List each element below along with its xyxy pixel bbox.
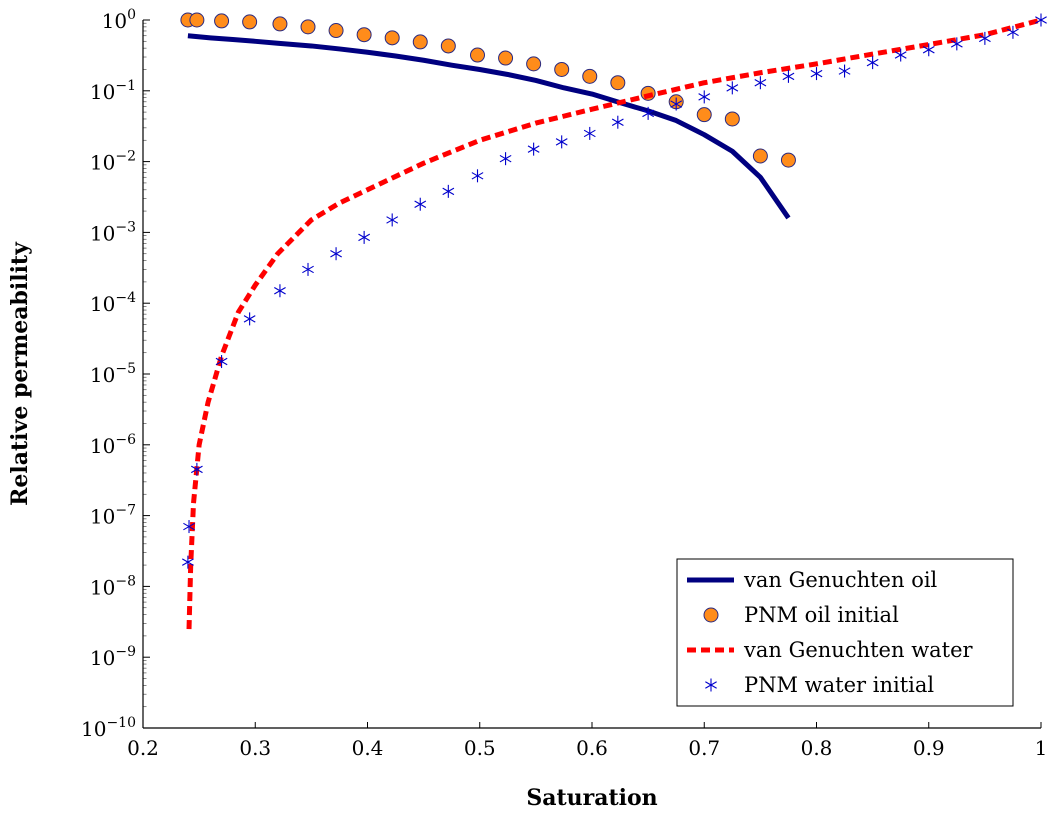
pnm-water-point xyxy=(670,97,683,111)
y-tick-label: 10−9 xyxy=(90,644,136,670)
pnm-oil-point xyxy=(752,148,768,164)
pnm-water-point xyxy=(555,135,568,149)
pnm-oil-point xyxy=(242,14,258,30)
y-tick-label: 10−5 xyxy=(90,361,136,387)
pnm-oil-point xyxy=(610,75,626,91)
pnm-water-point xyxy=(1007,25,1019,39)
pnm-water-point xyxy=(978,31,991,45)
pnm-water-point xyxy=(838,64,851,78)
series-line xyxy=(187,33,791,220)
pnm-water-point xyxy=(754,76,767,90)
legend-label: PNM oil initial xyxy=(744,603,899,627)
legend-label: PNM water initial xyxy=(744,673,934,697)
pnm-water-point xyxy=(866,56,879,70)
pnm-water-point xyxy=(330,247,342,261)
pnm-oil-point xyxy=(582,68,598,84)
y-tick-label: 10−10 xyxy=(81,715,136,741)
x-tick-label: 0.9 xyxy=(913,736,945,760)
pnm-water-point xyxy=(243,312,256,326)
pnm-water-point xyxy=(499,152,512,166)
y-tick-label: 100 xyxy=(102,7,136,33)
pnm-oil-point xyxy=(214,13,230,29)
x-tick-label: 0.4 xyxy=(352,736,384,760)
pnm-water-point xyxy=(181,555,194,569)
y-tick-label: 10−8 xyxy=(90,573,136,599)
y-tick-labels: 100 10−1 10−2 10−3 10−4 10−5 10−6 10−7 10−8 10−9 1… xyxy=(81,7,136,741)
legend-label: van Genuchten oil xyxy=(743,568,938,592)
x-tick-labels: 0.2 0.3 0.4 0.5 0.6 0.7 0.8 0.9 1 xyxy=(127,736,1047,760)
pnm-water-point xyxy=(698,90,711,104)
pnm-oil-point xyxy=(498,50,514,66)
x-tick-label: 0.6 xyxy=(576,736,608,760)
y-tick-label: 10−1 xyxy=(90,78,136,104)
legend-entries: van Genuchten oil PNM oil initial van Genu… xyxy=(687,568,974,697)
pnm-oil-point xyxy=(272,16,288,32)
y-axis-title: Relative permeability xyxy=(7,241,33,506)
pnm-oil-point xyxy=(554,61,570,77)
y-tick-label: 10−2 xyxy=(90,149,136,175)
series-pnm-oil-initial xyxy=(180,12,796,168)
legend-entry: PNM water initial xyxy=(705,673,934,697)
y-tick-label: 10−3 xyxy=(90,219,136,245)
pnm-water-point xyxy=(782,69,795,83)
pnm-oil-point xyxy=(189,12,205,28)
pnm-oil-point xyxy=(526,56,542,72)
x-axis-title: Saturation xyxy=(526,785,657,811)
pnm-water-point xyxy=(358,230,371,244)
legend-label: van Genuchten water xyxy=(743,638,974,662)
pnm-oil-point xyxy=(780,152,796,168)
y-tick-label: 10−4 xyxy=(90,290,136,316)
pnm-oil-point xyxy=(470,47,486,63)
x-tick-label: 0.7 xyxy=(688,736,720,760)
pnm-oil-point xyxy=(440,38,456,54)
y-tick-label: 10−6 xyxy=(90,432,136,458)
pnm-water-point xyxy=(583,126,596,140)
pnm-oil-point xyxy=(384,30,400,46)
pnm-water-point xyxy=(1035,13,1047,27)
series-layer xyxy=(180,12,1047,630)
pnm-water-point xyxy=(414,197,427,211)
pnm-oil-point xyxy=(724,111,740,127)
x-tick-label: 1 xyxy=(1035,736,1048,760)
pnm-water-point xyxy=(215,355,228,369)
pnm-water-point xyxy=(810,67,823,81)
pnm-water-point xyxy=(302,262,314,276)
x-tick-label: 0.5 xyxy=(464,736,496,760)
pnm-water-point xyxy=(894,48,907,62)
legend: van Genuchten oil PNM oil initial van Genu… xyxy=(676,558,1014,707)
pnm-water-point xyxy=(386,213,399,227)
x-tick-label: 0.3 xyxy=(239,736,271,760)
legend-entry: PNM oil initial xyxy=(703,603,899,627)
pnm-water-point xyxy=(190,462,203,476)
legend-entry: van Genuchten water xyxy=(687,638,974,662)
pnm-water-point xyxy=(922,43,935,57)
series-van-genuchten-oil xyxy=(187,33,791,220)
pnm-water-point xyxy=(705,678,717,692)
pnm-oil-point xyxy=(328,23,344,39)
pnm-oil-point xyxy=(696,107,712,123)
pnm-water-point xyxy=(950,37,963,51)
pnm-water-point xyxy=(527,142,540,156)
pnm-water-point xyxy=(611,115,624,129)
pnm-water-point xyxy=(726,81,739,95)
pnm-water-point xyxy=(471,169,484,183)
legend-entry: van Genuchten oil xyxy=(687,568,938,592)
legend-box xyxy=(676,558,1014,707)
x-tick-label: 0.2 xyxy=(127,736,159,760)
series-line xyxy=(186,17,1042,630)
pnm-oil-point xyxy=(356,27,372,43)
series-van-genuchten-water xyxy=(186,17,1042,630)
y-tick-label: 10−7 xyxy=(90,503,136,529)
series-pnm-water-initial xyxy=(181,13,1047,569)
pnm-water-point xyxy=(642,106,655,120)
pnm-oil-point xyxy=(412,34,428,50)
pnm-water-point xyxy=(274,284,286,298)
pnm-water-point xyxy=(442,184,455,198)
x-tick-label: 0.8 xyxy=(801,736,833,760)
pnm-oil-point xyxy=(703,607,719,623)
pnm-water-point xyxy=(183,520,195,534)
pnm-oil-point xyxy=(300,19,316,35)
